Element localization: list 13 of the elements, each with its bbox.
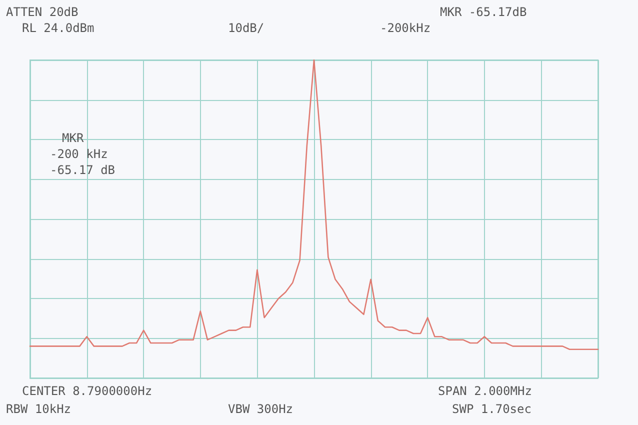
text: MKR -65.17dB bbox=[440, 5, 527, 19]
text: RL 24.0dBm bbox=[22, 21, 94, 35]
text: 10dB/ bbox=[228, 21, 264, 35]
annotation: -65.17 dB bbox=[50, 163, 116, 177]
text: VBW 300Hz bbox=[228, 402, 294, 416]
text: ATTEN 20dB bbox=[6, 5, 78, 19]
text: SWP 1.70sec bbox=[452, 402, 532, 416]
annotation: -200 kHz bbox=[50, 147, 108, 161]
text: CENTER 8.7900000Hz bbox=[22, 384, 152, 398]
text: -200kHz bbox=[380, 21, 431, 35]
text: SPAN 2.000MHz bbox=[438, 384, 532, 398]
annotation: MKR bbox=[62, 131, 84, 145]
text: RBW 10kHz bbox=[6, 402, 72, 416]
